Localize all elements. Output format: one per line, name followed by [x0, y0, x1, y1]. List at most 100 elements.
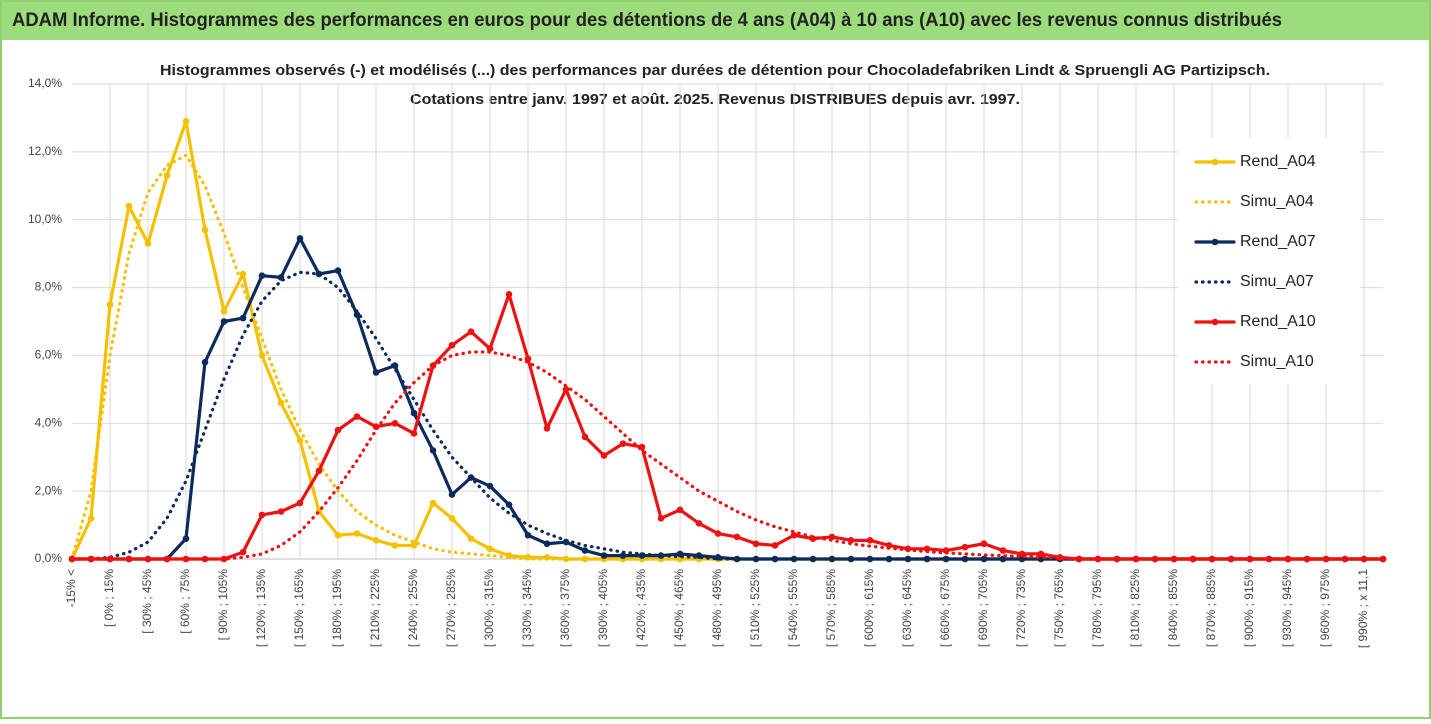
point-marker	[505, 501, 513, 509]
point-marker	[182, 535, 190, 542]
point-marker	[1265, 555, 1273, 563]
point-marker	[695, 520, 703, 527]
point-marker	[296, 499, 304, 507]
x-tick-label: [ 720% ; 735%	[1014, 569, 1028, 647]
point-marker	[334, 267, 342, 274]
x-tick-label: [ 660% ; 675%	[938, 569, 952, 647]
legend-label: Rend_A10	[1240, 313, 1316, 330]
x-tick-label: [ 810% ; 825%	[1128, 569, 1142, 647]
point-marker	[87, 514, 95, 522]
point-marker	[999, 555, 1007, 563]
point-marker	[296, 436, 304, 444]
x-tick-label: [ 690% ; 705%	[976, 569, 990, 647]
x-tick-label: [ 0% ; 15%	[102, 569, 116, 627]
point-marker	[334, 426, 342, 434]
point-marker	[429, 499, 437, 507]
point-marker	[733, 533, 741, 541]
x-tick-label: [ 30% ; 45%	[140, 569, 154, 634]
point-marker	[220, 318, 228, 325]
x-tick-label: [ 990% ; x 11,1	[1356, 569, 1370, 648]
point-marker	[448, 341, 456, 349]
series-line	[70, 292, 1385, 561]
point-marker	[163, 172, 171, 179]
chart-subtitle: Cotations entre janv. 1997 et août. 2025…	[410, 91, 1020, 108]
point-marker	[676, 506, 684, 514]
y-tick-label: 0,0%	[35, 551, 63, 565]
point-marker	[296, 235, 304, 242]
point-marker	[961, 543, 969, 551]
x-tick-label: [ 60% ; 75%	[178, 569, 192, 634]
x-tick-label: [ 540% ; 555%	[786, 569, 800, 647]
legend-label: Simu_A04	[1240, 193, 1314, 210]
point-marker	[771, 555, 779, 563]
x-tick-label: [ 780% ; 795%	[1090, 569, 1104, 647]
point-marker	[106, 301, 114, 308]
legend-label: Simu_A07	[1240, 273, 1314, 290]
point-marker	[334, 531, 342, 539]
point-marker	[486, 345, 494, 352]
x-tick-label: [ 120% ; 135%	[254, 569, 268, 647]
point-marker	[505, 291, 513, 298]
point-marker	[600, 552, 608, 559]
y-tick-label: 10,0%	[28, 212, 62, 226]
x-tick-label: [ 360% ; 375%	[558, 569, 572, 647]
point-marker	[942, 555, 950, 563]
point-marker	[410, 430, 418, 437]
legend-label: Simu_A10	[1240, 353, 1314, 370]
x-tick-label: [ 240% ; 255%	[406, 569, 420, 647]
point-marker	[353, 311, 361, 319]
point-marker	[144, 555, 152, 563]
x-tick-label: -15% <	[64, 569, 78, 607]
x-tick-label: [ 270% ; 285%	[444, 569, 458, 647]
point-marker	[714, 530, 722, 537]
point-marker	[372, 537, 380, 544]
point-marker	[486, 545, 494, 553]
point-marker	[201, 358, 209, 366]
point-marker	[372, 369, 380, 376]
point-marker	[581, 433, 589, 441]
point-marker	[733, 555, 741, 563]
point-marker	[1284, 555, 1292, 563]
point-marker	[182, 118, 190, 125]
point-marker	[752, 540, 760, 548]
point-marker	[239, 270, 247, 278]
point-marker	[429, 447, 437, 454]
point-marker	[923, 555, 931, 563]
x-tick-label: [ 450% ; 465%	[672, 569, 686, 647]
x-tick-label: [ 900% ; 915%	[1242, 569, 1256, 647]
point-marker	[163, 555, 171, 563]
point-marker	[790, 531, 798, 539]
point-marker	[543, 540, 551, 548]
legend-marker	[1211, 238, 1219, 246]
point-marker	[467, 535, 475, 542]
series-line	[70, 350, 1385, 561]
point-marker	[771, 542, 779, 549]
chart-title: Histogrammes observés (-) et modélisés (…	[160, 62, 1270, 79]
point-marker	[201, 226, 209, 234]
x-tick-label: [ 630% ; 645%	[900, 569, 914, 647]
x-tick-label: [ 600% ; 615%	[862, 569, 876, 647]
point-marker	[239, 314, 247, 322]
x-tick-label: [ 300% ; 315%	[482, 569, 496, 647]
point-marker	[1303, 555, 1311, 563]
x-tick-label: [ 870% ; 885%	[1204, 569, 1218, 647]
point-marker	[657, 514, 665, 522]
point-marker	[239, 548, 247, 556]
y-tick-label: 14,0%	[28, 76, 62, 90]
y-tick-label: 12,0%	[28, 144, 62, 158]
point-marker	[980, 540, 988, 548]
point-marker	[353, 530, 361, 537]
x-tick-label: [ 960% ; 975%	[1318, 569, 1332, 647]
point-marker	[258, 272, 266, 279]
x-tick-label: [ 150% ; 165%	[292, 569, 306, 647]
point-marker	[752, 555, 760, 563]
x-tick-label: [ 570% ; 585%	[824, 569, 838, 647]
x-tick-label: [ 930% ; 945%	[1280, 569, 1294, 647]
point-marker	[277, 508, 285, 515]
y-tick-label: 4,0%	[35, 415, 63, 429]
point-marker	[258, 511, 266, 519]
x-tick-label: [ 420% ; 435%	[634, 569, 648, 647]
header-bar	[2, 2, 1429, 40]
x-tick-label: [ 210% ; 225%	[368, 569, 382, 647]
